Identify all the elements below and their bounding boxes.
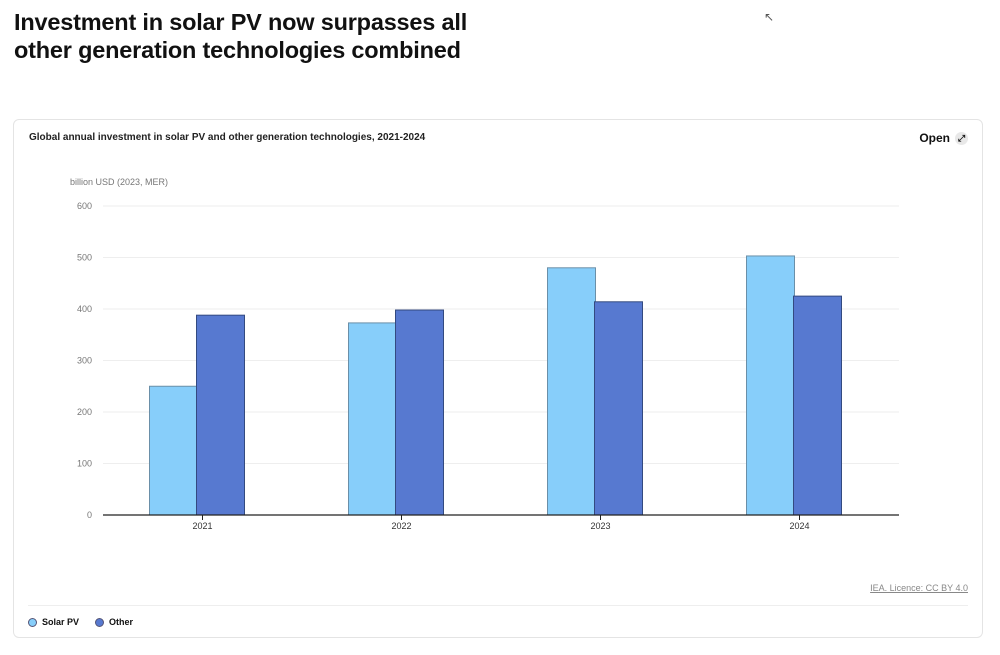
licence-link[interactable]: IEA. Licence: CC BY 4.0 [870,583,968,593]
open-button[interactable]: Open ⤢ [919,131,968,145]
open-label: Open [919,131,950,145]
y-tick-label: 200 [77,407,92,417]
x-tick-label: 2023 [590,521,610,531]
y-tick-label: 300 [77,356,92,366]
legend-swatch [95,617,105,627]
x-tick-label: 2022 [391,521,411,531]
y-tick-label: 600 [77,201,92,211]
x-tick-label: 2021 [192,521,212,531]
y-tick-label: 500 [77,253,92,263]
page-title: Investment in solar PV now surpasses all… [14,9,468,63]
legend-label: Solar PV [42,617,80,627]
chart-subtitle: Global annual investment in solar PV and… [29,132,426,143]
legend-item-other[interactable]: Other [95,617,133,627]
bar-solar-pv [746,255,795,516]
bar-other [196,314,245,516]
divider [28,605,968,606]
legend-swatch [28,617,37,627]
x-tick-label: 2024 [789,521,809,531]
legend-item-solar-pv[interactable]: Solar PV [28,617,79,627]
bar-other [594,301,643,516]
bar-solar-pv [547,267,596,516]
bar-solar-pv [348,322,397,516]
legend: Solar PV Other [28,617,133,627]
y-axis-label: billion USD (2023, MER) [70,177,168,187]
expand-icon: ⤢ [955,131,968,145]
chart-card: Global annual investment in solar PV and… [13,119,983,638]
bar-solar-pv [149,385,198,516]
mouse-cursor-icon: ↖ [764,10,775,24]
bar-chart: billion USD (2023, MER) 0 100 200 300 400 500 6… [70,177,899,531]
y-tick-label: 0 [87,510,92,520]
legend-label: Other [109,617,134,627]
bar-other [793,295,842,516]
bar-other [395,309,444,516]
y-tick-label: 400 [77,304,92,314]
y-tick-label: 100 [77,459,92,469]
